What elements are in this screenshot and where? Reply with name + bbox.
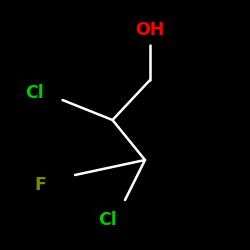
Text: OH: OH — [135, 21, 165, 39]
Text: F: F — [34, 176, 46, 194]
Text: Cl: Cl — [98, 211, 117, 229]
Text: Cl: Cl — [26, 84, 44, 102]
